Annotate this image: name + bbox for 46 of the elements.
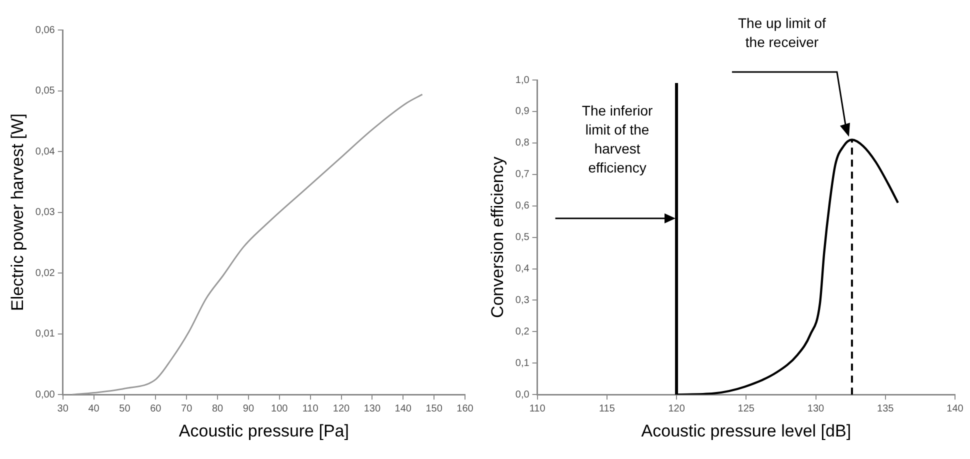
y-tick-label: 0,03 bbox=[35, 207, 56, 218]
line-series bbox=[71, 94, 424, 395]
x-tick-label: 70 bbox=[181, 403, 193, 414]
x-tick-label: 130 bbox=[807, 403, 825, 414]
x-axis-title: Acoustic pressure [Pa] bbox=[178, 421, 349, 440]
y-tick-label: 0,1 bbox=[515, 358, 530, 369]
x-tick-label: 120 bbox=[668, 403, 686, 414]
y-tick-label: 0,9 bbox=[515, 106, 530, 118]
y-tick-label: 0,06 bbox=[35, 24, 56, 36]
x-tick-label: 110 bbox=[529, 403, 546, 414]
x-tick-label: 125 bbox=[738, 403, 755, 414]
y-tick-label: 0,3 bbox=[515, 294, 530, 306]
x-tick-label: 160 bbox=[456, 403, 474, 414]
y-tick-label: 1,0 bbox=[515, 74, 530, 86]
y-tick-label: 0,02 bbox=[35, 268, 56, 279]
y-tick-label: 0,00 bbox=[35, 389, 56, 400]
x-tick-label: 100 bbox=[271, 403, 288, 414]
x-axis-title: Acoustic pressure level [dB] bbox=[641, 421, 852, 440]
x-tick-label: 60 bbox=[150, 403, 162, 414]
y-tick-label: 0,01 bbox=[35, 328, 56, 340]
y-tick-label: 0,05 bbox=[35, 86, 56, 97]
y-tick-label: 0,8 bbox=[515, 138, 530, 149]
y-tick-label: 0,6 bbox=[515, 200, 530, 212]
y-tick-label: 0,04 bbox=[35, 146, 56, 158]
x-tick-label: 40 bbox=[88, 403, 100, 414]
y-tick-label: 0,4 bbox=[515, 264, 530, 275]
x-tick-label: 50 bbox=[119, 403, 131, 414]
x-tick-label: 80 bbox=[212, 403, 224, 414]
x-tick-label: 90 bbox=[242, 403, 254, 414]
x-tick-label: 130 bbox=[364, 403, 381, 414]
annotation: The inferior limit of the harvest efficiency bbox=[582, 102, 654, 176]
x-tick-label: 115 bbox=[598, 403, 616, 414]
x-tick-label: 140 bbox=[394, 403, 412, 414]
text: The up limit of the receiver bbox=[738, 15, 826, 50]
x-tick-label: 110 bbox=[302, 403, 319, 414]
y-axis-title: Electric power harvest [W] bbox=[8, 114, 27, 312]
y-tick-label: 0,5 bbox=[515, 232, 530, 244]
y-tick-label: 0,2 bbox=[515, 326, 530, 338]
x-tick-label: 150 bbox=[426, 403, 443, 414]
x-tick-label: 30 bbox=[57, 403, 69, 414]
x-tick-label: 140 bbox=[946, 403, 964, 414]
y-tick-label: 0,7 bbox=[515, 169, 530, 180]
y-axis-title: Conversion efficiency bbox=[488, 156, 507, 318]
x-tick-label: 135 bbox=[877, 403, 894, 414]
y-tick-label: 0,0 bbox=[515, 389, 530, 400]
x-tick-label: 120 bbox=[332, 403, 350, 414]
